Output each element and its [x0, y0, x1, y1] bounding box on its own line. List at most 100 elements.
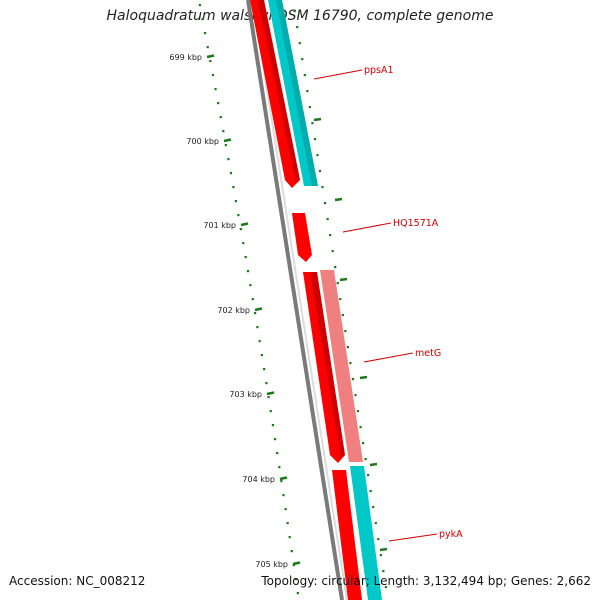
major-tick — [223, 138, 232, 143]
minor-tick — [206, 46, 209, 49]
minor-tick — [222, 130, 225, 133]
minor-tick — [290, 550, 293, 553]
minor-tick — [251, 298, 254, 301]
outer-minor-tick — [311, 122, 314, 125]
outer-minor-tick — [339, 298, 342, 301]
outer-minor-tick — [351, 378, 355, 381]
outer-minor-tick — [349, 362, 352, 365]
kbp-tick-label: 704 kbp — [242, 475, 275, 484]
tick-marks: 699 kbp 700 kbp 701 kbp 702 kbp 703 kbp 704 k… — [169, 4, 388, 595]
minor-tick — [273, 438, 277, 441]
minor-tick — [296, 592, 299, 595]
minor-tick — [244, 256, 247, 259]
outer-major-tick — [369, 462, 378, 467]
minor-tick — [224, 144, 227, 147]
cds-shade-cyan — [276, 0, 318, 186]
gene-leader-line — [388, 533, 438, 542]
outer-minor-tick — [306, 90, 309, 93]
outer-minor-tick — [374, 522, 377, 525]
cds-shade — [258, 0, 300, 183]
cds-feature-pink — [320, 270, 363, 462]
gene-label: pykA — [439, 529, 463, 540]
gene-label: HQ1571A — [393, 218, 439, 229]
minor-tick — [258, 340, 261, 343]
outer-minor-tick — [356, 410, 360, 413]
minor-tick — [217, 102, 220, 105]
minor-tick — [267, 396, 270, 399]
minor-tick — [286, 522, 289, 525]
outer-minor-tick — [364, 458, 367, 461]
outer-minor-tick — [308, 106, 311, 109]
outer-minor-tick — [298, 42, 301, 45]
minor-tick — [282, 494, 285, 497]
backbone-line — [246, 0, 344, 600]
gene-leader-line — [342, 222, 392, 233]
minor-tick — [198, 4, 201, 7]
major-tick — [240, 222, 249, 227]
outer-minor-tick — [313, 138, 317, 141]
outer-minor-tick — [382, 570, 385, 573]
cds-feature-cyan — [350, 466, 382, 600]
gene-leader-line — [313, 69, 363, 80]
outer-minor-tick — [316, 154, 319, 157]
outer-minor-tick — [336, 282, 339, 285]
kbp-tick-label: 703 kbp — [229, 390, 262, 399]
gene-label: metG — [415, 348, 441, 359]
kbp-tick-label: 701 kbp — [203, 221, 236, 230]
minor-tick — [253, 312, 257, 315]
outer-minor-tick — [359, 426, 362, 429]
outer-minor-tick — [301, 58, 304, 61]
minor-tick — [260, 354, 264, 357]
minor-tick — [276, 452, 279, 455]
gene-label: ppsA1 — [364, 65, 394, 76]
minor-tick — [284, 508, 287, 511]
outer-minor-tick — [361, 442, 365, 445]
outer-minor-tick — [318, 170, 322, 173]
outer-minor-tick — [346, 346, 349, 349]
minor-tick — [204, 32, 207, 35]
outer-minor-tick — [344, 330, 347, 333]
outer-minor-tick — [323, 202, 327, 205]
major-tick — [254, 307, 263, 312]
kbp-tick-label: 705 kbp — [255, 560, 288, 569]
minor-tick — [219, 116, 222, 119]
minor-tick — [209, 60, 212, 63]
gene-labels: ppsA1 HQ1571A metG pykA — [313, 65, 463, 542]
kbp-tick-label: 700 kbp — [186, 137, 219, 146]
outer-minor-tick — [354, 394, 357, 397]
minor-tick — [278, 466, 281, 469]
kbp-tick-label: 699 kbp — [169, 53, 202, 62]
major-tick — [292, 561, 301, 566]
minor-tick — [234, 200, 238, 203]
outer-minor-tick — [384, 586, 387, 589]
outer-minor-tick — [334, 266, 337, 269]
minor-tick — [271, 424, 275, 427]
cds-feature — [332, 470, 362, 600]
kbp-tick-label: 702 kbp — [217, 306, 250, 315]
minor-tick — [294, 578, 297, 581]
outer-major-tick — [359, 375, 368, 380]
outer-minor-tick — [379, 554, 382, 557]
major-tick — [206, 54, 215, 59]
outer-major-tick — [379, 547, 388, 552]
minor-tick — [242, 242, 245, 245]
cds-shade — [310, 272, 345, 458]
minor-tick — [288, 536, 291, 539]
minor-tick — [239, 228, 242, 231]
minor-tick — [265, 382, 268, 385]
backbone-highlight — [252, 0, 348, 600]
genome-summary: Topology: circular; Length: 3,132,494 bp… — [261, 574, 591, 588]
minor-tick — [246, 270, 250, 273]
backbone — [246, 0, 348, 600]
major-tick — [266, 391, 275, 396]
outer-minor-tick — [296, 26, 299, 29]
outer-minor-tick — [367, 474, 370, 477]
major-tick — [279, 476, 288, 481]
outer-major-tick — [313, 117, 322, 122]
outer-minor-tick — [377, 538, 380, 541]
minor-tick — [232, 186, 235, 189]
outer-minor-tick — [369, 490, 372, 493]
minor-tick — [237, 214, 240, 217]
outer-minor-tick — [372, 506, 375, 509]
